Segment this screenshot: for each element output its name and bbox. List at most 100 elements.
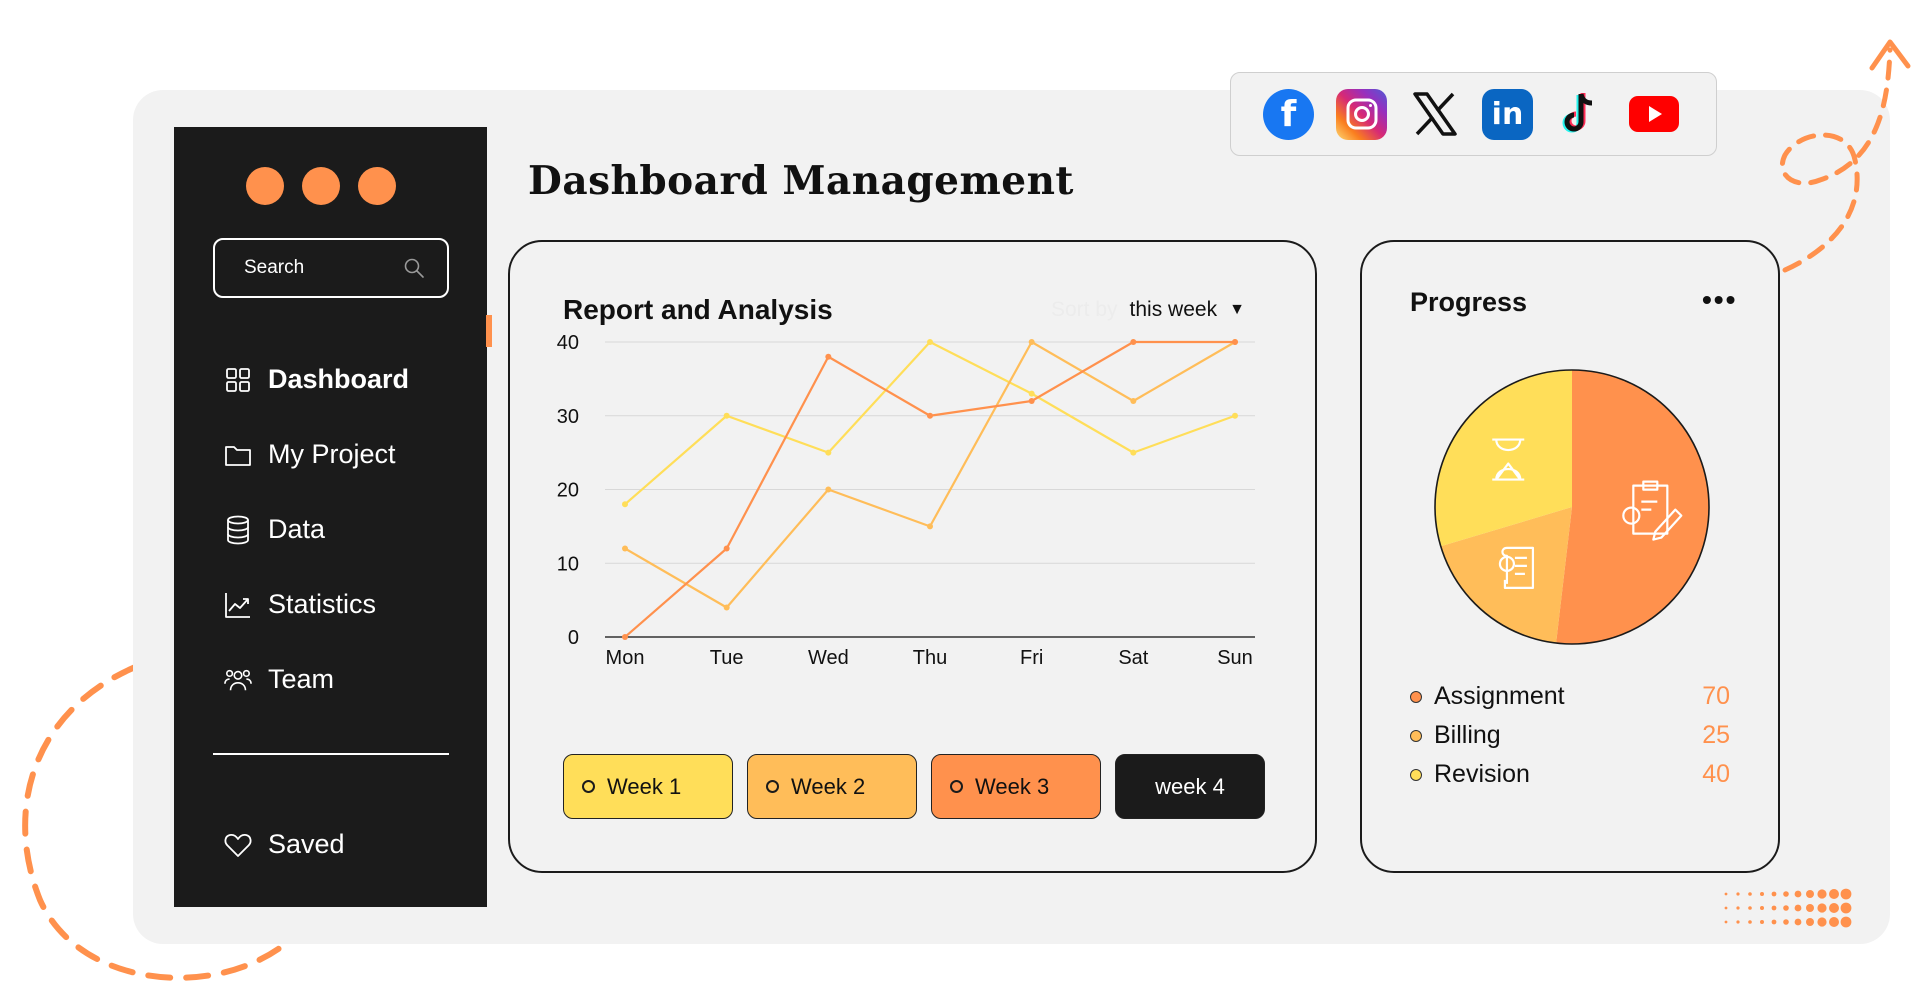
legend-dot bbox=[1410, 690, 1422, 703]
sidebar-item-team[interactable]: Team bbox=[224, 642, 464, 717]
linkedin-icon[interactable]: in bbox=[1482, 88, 1533, 140]
window-dots bbox=[246, 167, 396, 205]
x-tick-label: Tue bbox=[710, 647, 744, 669]
week-1-button[interactable]: Week 1 bbox=[563, 754, 733, 819]
sidebar-item-label: My Project bbox=[268, 439, 396, 469]
legend-item-billing: Billing 25 bbox=[1410, 716, 1730, 755]
data-point bbox=[622, 501, 628, 508]
check-badge bbox=[1498, 555, 1516, 572]
sidebar-item-label: Statistics bbox=[268, 589, 377, 619]
pie-slice-revision bbox=[1435, 370, 1572, 547]
pie-chart bbox=[1434, 369, 1710, 645]
report-card: Report and Analysis Sort by this week ▼ … bbox=[508, 240, 1317, 873]
data-point bbox=[1130, 339, 1137, 345]
y-tick-label: 0 bbox=[568, 627, 579, 649]
week-2-button[interactable]: Week 2 bbox=[747, 754, 917, 819]
invoice-shape bbox=[1501, 546, 1535, 589]
week-filter-group: Week 1 Week 2 Week 3 week 4 bbox=[563, 754, 1265, 819]
series-line-1 bbox=[624, 340, 1236, 506]
report-title: Report and Analysis bbox=[563, 294, 833, 325]
facebook-icon[interactable]: f bbox=[1263, 88, 1314, 140]
sidebar-item-saved[interactable]: Saved bbox=[224, 807, 345, 882]
users-icon bbox=[224, 666, 252, 694]
week-3-button[interactable]: Week 3 bbox=[931, 754, 1101, 819]
data-point bbox=[825, 486, 832, 493]
clipboard-gear-icon bbox=[1622, 480, 1683, 541]
data-point bbox=[927, 339, 933, 345]
radio-ring bbox=[766, 780, 779, 793]
legend-label: Revision bbox=[1434, 760, 1530, 788]
legend-value: 70 bbox=[1702, 682, 1730, 710]
legend-item-revision: Revision 40 bbox=[1410, 755, 1730, 794]
legend-dot bbox=[1410, 768, 1422, 781]
legend-label: Billing bbox=[1434, 721, 1501, 749]
sidebar-item-label: Data bbox=[268, 514, 326, 544]
data-point bbox=[723, 604, 730, 611]
sidebar-item-statistics[interactable]: Statistics bbox=[224, 567, 464, 642]
x-tick-label: Mon bbox=[606, 647, 645, 669]
data-point bbox=[927, 523, 933, 530]
legend-item-assignment: Assignment 70 bbox=[1410, 677, 1730, 716]
search-input[interactable]: Search bbox=[213, 238, 449, 298]
tiktok-icon[interactable] bbox=[1555, 89, 1606, 140]
active-nav-marker bbox=[486, 315, 492, 347]
data-point bbox=[825, 353, 832, 360]
x-icon[interactable] bbox=[1409, 89, 1460, 140]
sidebar: Search Dashboard My Project bbox=[174, 127, 487, 907]
sidebar-item-label: Dashboard bbox=[268, 364, 410, 394]
social-bar: f in bbox=[1230, 72, 1717, 156]
x-tick-label: Thu bbox=[913, 647, 947, 669]
sidebar-item-my-project[interactable]: My Project bbox=[224, 417, 464, 492]
caret-down-icon: ▼ bbox=[1229, 301, 1245, 318]
pie-outline bbox=[1434, 369, 1710, 645]
x-tick-label: Fri bbox=[1020, 647, 1043, 669]
sidebar-item-data[interactable]: Data bbox=[224, 492, 464, 567]
more-horizontal-icon[interactable]: ••• bbox=[1702, 284, 1738, 315]
progress-title: Progress bbox=[1410, 287, 1528, 317]
instagram-icon[interactable] bbox=[1336, 88, 1387, 140]
hourglass-shape bbox=[1492, 438, 1525, 481]
data-point bbox=[622, 634, 628, 640]
x-tick-label: Sun bbox=[1217, 647, 1253, 669]
search-icon bbox=[404, 258, 424, 278]
sort-dropdown[interactable]: Sort by this week ▼ bbox=[1051, 298, 1245, 322]
y-tick-label: 20 bbox=[557, 480, 579, 502]
series-line-2 bbox=[624, 340, 1236, 609]
sidebar-nav: Dashboard My Project Data bbox=[224, 342, 464, 717]
window-dot bbox=[358, 167, 396, 205]
invoice-icon bbox=[1498, 546, 1535, 589]
database-icon bbox=[224, 515, 252, 544]
data-point bbox=[723, 412, 730, 419]
week-button-label: Week 2 bbox=[791, 773, 866, 799]
week-button-label: week 4 bbox=[1155, 773, 1225, 799]
radio-ring bbox=[582, 780, 595, 793]
data-point bbox=[723, 545, 730, 552]
youtube-icon[interactable] bbox=[1628, 89, 1679, 140]
y-tick-label: 10 bbox=[557, 553, 579, 575]
y-tick-label: 30 bbox=[557, 406, 579, 428]
sidebar-item-label: Saved bbox=[268, 829, 345, 859]
clipboard-shape bbox=[1632, 480, 1669, 535]
hourglass-icon bbox=[1492, 438, 1525, 481]
data-point bbox=[927, 412, 933, 419]
x-tick-label: Wed bbox=[808, 647, 849, 669]
week-button-label: Week 1 bbox=[607, 773, 682, 799]
data-point bbox=[1232, 339, 1238, 345]
gear-shape bbox=[1622, 506, 1641, 525]
radio-ring bbox=[950, 780, 963, 793]
data-point bbox=[1130, 398, 1137, 404]
dashed-curve-left bbox=[22, 652, 348, 981]
data-point bbox=[622, 545, 628, 552]
week-button-label: Week 3 bbox=[975, 773, 1050, 799]
sort-label: Sort by bbox=[1051, 298, 1118, 321]
pen-shape bbox=[1652, 508, 1683, 541]
x-tick-label: Sat bbox=[1118, 647, 1148, 669]
week-4-button[interactable]: week 4 bbox=[1115, 754, 1265, 819]
search-placeholder: Search bbox=[244, 257, 305, 278]
sort-value: this week bbox=[1129, 298, 1218, 321]
dot-pattern bbox=[1724, 888, 1852, 928]
y-tick-label: 40 bbox=[557, 332, 579, 354]
page-title: Dashboard Management bbox=[528, 158, 1074, 204]
sidebar-item-dashboard[interactable]: Dashboard bbox=[224, 342, 464, 417]
data-point bbox=[1028, 339, 1035, 345]
